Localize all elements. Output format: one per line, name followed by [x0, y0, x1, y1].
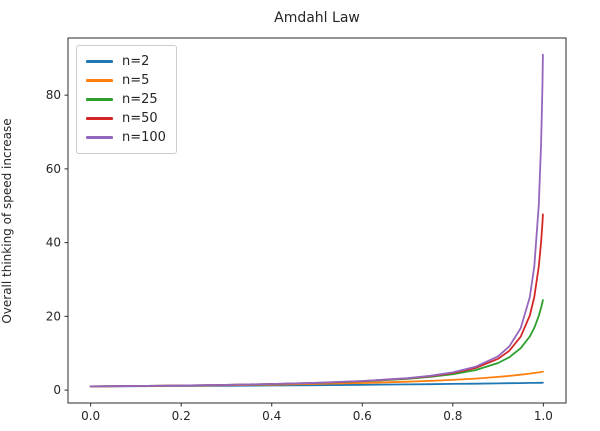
series-line-n=50: [89, 213, 544, 388]
y-tick-label: 20: [46, 309, 61, 323]
legend-item-n5: n=5: [86, 71, 166, 90]
x-tick-label: 0.4: [262, 409, 281, 423]
legend-item-n100: n=100: [86, 128, 166, 147]
x-tick-label: 0.8: [443, 409, 462, 423]
legend-label: n=2: [122, 54, 150, 69]
legend-item-n25: n=25: [86, 90, 166, 109]
series-line-n=25: [89, 299, 544, 388]
legend-label: n=5: [122, 73, 150, 88]
legend-line-swatch-n100: [86, 136, 113, 139]
legend-item-n2: n=2: [86, 52, 166, 71]
chart-title: Amdahl Law: [274, 10, 360, 26]
legend-label: n=50: [122, 111, 158, 126]
x-tick-label: 0.6: [353, 409, 372, 423]
legend-label: n=25: [122, 92, 158, 107]
x-tick-label: 0.0: [81, 409, 100, 423]
legend: n=2 n=5 n=25 n=50 n=100: [76, 45, 177, 154]
legend-line-swatch-n5: [86, 79, 113, 82]
y-tick-label: 60: [46, 162, 61, 176]
x-tick-label: 0.2: [172, 409, 191, 423]
legend-line-swatch-n25: [86, 98, 113, 101]
legend-item-n50: n=50: [86, 109, 166, 128]
axes-frame: [67, 37, 567, 404]
legend-line-swatch-n50: [86, 117, 113, 120]
legend-label: n=100: [122, 130, 166, 145]
y-tick-label: 40: [46, 236, 61, 250]
y-tick-label: 0: [53, 383, 61, 397]
x-tick-label: 1.0: [534, 409, 553, 423]
legend-line-swatch-n2: [86, 60, 113, 63]
series-line-n=100: [89, 53, 544, 388]
y-tick-label: 80: [46, 88, 61, 102]
